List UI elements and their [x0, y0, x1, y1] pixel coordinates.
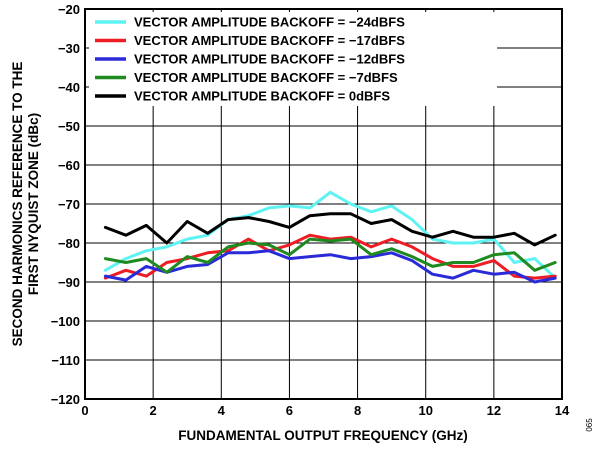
series-lines [103, 190, 557, 284]
y-tick-label: −100 [51, 314, 80, 329]
x-tick-label: 8 [354, 403, 361, 418]
series-line [103, 237, 557, 274]
y-tick-label: −30 [58, 41, 80, 56]
y-axis-title-line-1: SECOND HARMONICS REFERENCE TO THE [10, 62, 25, 347]
x-tick-label: 4 [218, 403, 226, 418]
legend-background [89, 12, 497, 106]
y-tick-label: −120 [51, 392, 80, 407]
y-tick-label: −90 [58, 275, 80, 290]
y-tick-label: −110 [51, 353, 80, 368]
y-tick-label: −70 [58, 197, 80, 212]
figure-code-label: 065 [585, 418, 594, 432]
legend: VECTOR AMPLITUDE BACKOFF = −24dBFS VECTOR… [95, 15, 405, 104]
legend-label: VECTOR AMPLITUDE BACKOFF = −7dBFS [134, 70, 398, 85]
x-tick-labels: 0 2 4 6 8 10 12 14 [81, 403, 570, 418]
y-axis-title-line-2: FIRST NYQUIST ZONE (dBc) [26, 113, 41, 295]
legend-label: VECTOR AMPLITUDE BACKOFF = −24dBFS [134, 15, 405, 30]
y-tick-labels: −120 −110 −100 −90 −80 −70 −60 −50 −40 −30 −20 [51, 2, 80, 407]
x-tick-label: 14 [555, 403, 570, 418]
y-axis-title: SECOND HARMONICS REFERENCE TO THE FIRST … [10, 62, 41, 347]
series-line [103, 249, 557, 284]
x-tick-label: 12 [487, 403, 501, 418]
y-tick-label: −60 [58, 158, 80, 173]
legend-label: VECTOR AMPLITUDE BACKOFF = 0dBFS [134, 89, 390, 104]
x-tick-label: 6 [286, 403, 293, 418]
legend-label: VECTOR AMPLITUDE BACKOFF = −12dBFS [134, 52, 405, 67]
x-tick-label: 0 [81, 403, 88, 418]
y-tick-label: −80 [58, 236, 80, 251]
y-tick-label: −20 [58, 2, 80, 17]
plot-frame [84, 8, 563, 400]
series-line [103, 233, 557, 280]
y-tick-label: −40 [58, 80, 80, 95]
x-tick-label: 2 [150, 403, 157, 418]
y-tick-label: −50 [58, 119, 80, 134]
x-axis-title: FUNDAMENTAL OUTPUT FREQUENCY (GHz) [178, 428, 468, 443]
x-tick-label: 10 [418, 403, 432, 418]
series-line [103, 190, 557, 280]
series-line [103, 212, 557, 247]
legend-label: VECTOR AMPLITUDE BACKOFF = −17dBFS [134, 33, 405, 48]
